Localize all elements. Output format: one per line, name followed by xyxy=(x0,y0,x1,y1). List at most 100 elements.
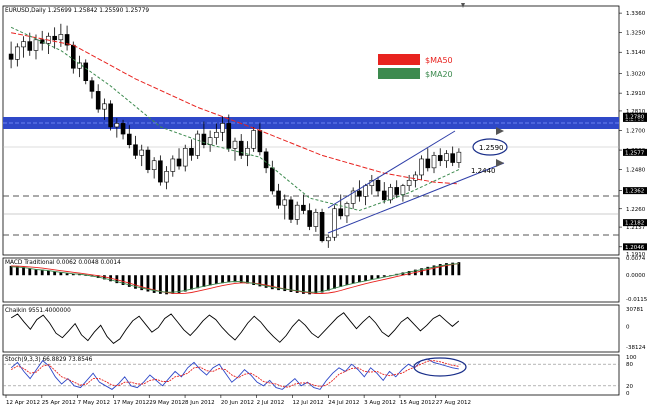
candle-up xyxy=(363,185,368,197)
macd-bar xyxy=(208,275,212,286)
candle-down xyxy=(226,123,232,149)
price-marker-label: 1.2780 xyxy=(625,114,645,120)
candle-down xyxy=(425,158,431,169)
macd-bar xyxy=(376,275,380,279)
chaikin-header: Chaikin 9551.4000000 xyxy=(5,308,71,314)
x-tick-label: 27 Aug 2012 xyxy=(436,400,471,406)
candle-down xyxy=(83,62,89,82)
stoch-signal-line xyxy=(10,360,459,388)
candle-up xyxy=(406,180,412,186)
price-tick-label: 1.2480 xyxy=(626,168,646,174)
macd-bar xyxy=(65,273,69,276)
macd-bar xyxy=(239,275,243,283)
candle-up xyxy=(170,158,176,172)
price-tick-label: 1.2810 xyxy=(626,109,646,115)
stoch-highlight-ring xyxy=(413,357,467,377)
chaikin-axis-label: -38124 xyxy=(626,345,646,351)
macd-bar xyxy=(71,273,75,276)
macd-bar xyxy=(190,275,193,290)
macd-bar xyxy=(270,275,274,290)
candle-down xyxy=(120,123,126,135)
stoch-layer xyxy=(3,358,619,390)
candle-down xyxy=(263,151,269,169)
symbol-header: EURUSD,Daily 1.25699 1.25842 1.25590 1.2… xyxy=(5,8,149,14)
candle-down xyxy=(450,153,455,163)
price-tick-label: 1.3020 xyxy=(626,72,646,78)
macd-bar xyxy=(221,275,224,284)
chart-shift-marker[interactable] xyxy=(461,3,465,8)
macd-bar xyxy=(320,275,324,293)
price-tick-label: 1.3250 xyxy=(626,31,646,37)
macd-bar xyxy=(357,275,361,283)
candle-up xyxy=(400,185,406,195)
macd-bar xyxy=(47,270,50,276)
macd-axis-top: 1.1910 xyxy=(626,252,646,258)
legend-ma50-swatch xyxy=(378,54,420,65)
macd-bar xyxy=(438,264,442,276)
macd-bar xyxy=(22,267,25,276)
legend-ma20-swatch xyxy=(378,68,420,79)
macd-bar xyxy=(451,262,455,276)
candle-up xyxy=(444,153,449,162)
candle-down xyxy=(71,44,76,69)
channel-lower xyxy=(327,162,505,234)
macd-signal-line xyxy=(11,263,459,295)
macd-axis-label: -0.0115 xyxy=(626,297,648,303)
candle-up xyxy=(344,203,350,217)
macd-bar xyxy=(227,275,231,283)
candle-up xyxy=(182,147,188,167)
macd-bar xyxy=(277,275,280,291)
price-marker-label: 1.2182 xyxy=(625,221,644,227)
candle-down xyxy=(133,144,138,156)
macd-bar xyxy=(314,275,318,294)
x-tick-label: 17 May 2012 xyxy=(113,400,149,406)
x-tick-label: 2 Jul 2012 xyxy=(257,400,285,406)
candle-up xyxy=(21,41,26,48)
chaikin-axis-label: 0 xyxy=(626,324,630,330)
candle-up xyxy=(58,34,64,41)
price-tick-label: 1.2260 xyxy=(626,207,646,213)
ma50-line xyxy=(11,32,459,185)
candle-down xyxy=(158,160,163,183)
x-tick-label: 25 Apr 2012 xyxy=(42,400,76,406)
macd-bar xyxy=(115,275,119,284)
macd-bar xyxy=(264,275,268,288)
candle-down xyxy=(145,149,151,170)
price-marker-box xyxy=(623,148,647,156)
x-tick-label: 12 Jul 2012 xyxy=(292,400,323,406)
candle-up xyxy=(282,199,288,206)
x-tick-label: 24 Jul 2012 xyxy=(328,400,359,406)
candle-up xyxy=(245,147,250,156)
macd-bar xyxy=(364,275,368,281)
candle-down xyxy=(301,204,306,211)
macd-bar xyxy=(121,275,125,286)
x-tick-label: 3 Aug 2012 xyxy=(364,400,396,406)
stoch-axis-label: 80 xyxy=(626,362,633,368)
macd-bar xyxy=(158,275,162,294)
macd-bar xyxy=(289,275,293,292)
price-marker-label: 1.2577 xyxy=(625,150,645,156)
candle-down xyxy=(270,167,275,192)
macd-bar xyxy=(302,275,305,294)
macd-bar xyxy=(295,275,299,293)
candle-down xyxy=(95,91,101,110)
macd-bar xyxy=(351,275,355,284)
macd-bar xyxy=(53,271,57,276)
price-marker-box xyxy=(623,112,647,120)
stoch-header: Stoch(9,3,3) 66.8829 73.8546 xyxy=(5,357,93,363)
candle-up xyxy=(251,130,256,149)
price-tick-label: 1.2157 xyxy=(626,225,646,231)
macd-bar xyxy=(370,275,374,280)
candle-up xyxy=(332,208,337,238)
macd-bar xyxy=(9,265,13,276)
x-tick-label: 29 May 2012 xyxy=(149,400,185,406)
candle-up xyxy=(15,46,20,60)
price-marker-box xyxy=(623,187,647,195)
macd-bar xyxy=(420,268,423,276)
candle-up xyxy=(350,190,356,204)
macd-bar xyxy=(407,271,411,276)
macd-bar xyxy=(426,266,430,276)
macd-bar xyxy=(15,266,19,276)
candle-down xyxy=(39,39,45,44)
